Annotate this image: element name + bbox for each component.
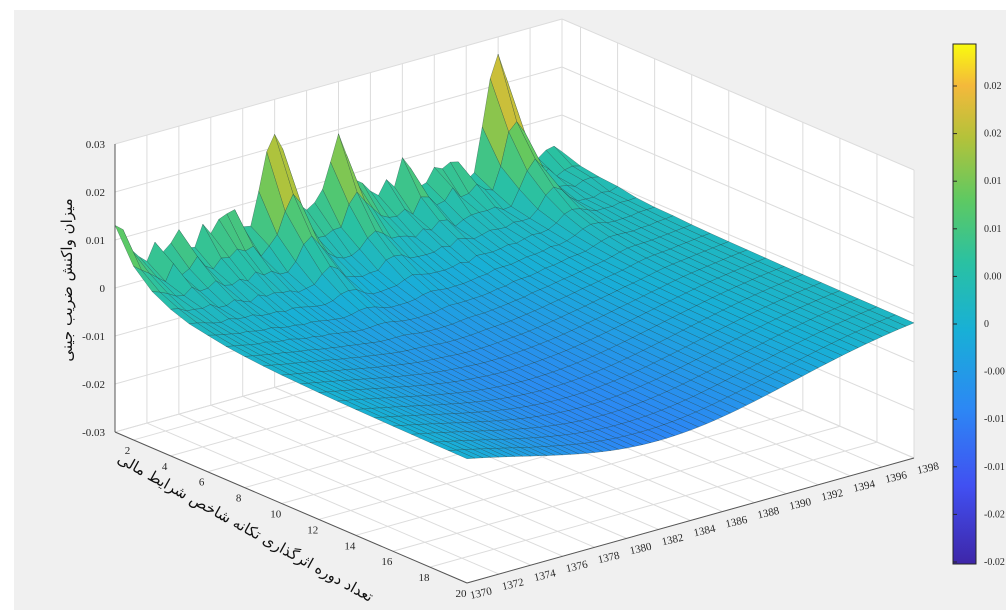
period-tick-label: 16	[381, 556, 393, 568]
surface-patch	[448, 449, 476, 459]
year-tick-label: 1382	[661, 532, 685, 549]
colorbar-tick-label: 0.02	[984, 81, 1002, 92]
gridline	[429, 441, 878, 568]
year-tick-label: 1396	[884, 469, 909, 486]
period-tick-label: 14	[344, 540, 356, 552]
colorbar-tick-label: -0.01	[984, 462, 1005, 473]
gridline	[274, 386, 627, 539]
year-tick-label: 1390	[788, 496, 813, 513]
period-tick-label: 12	[307, 524, 318, 536]
colorbar-gradient	[952, 43, 977, 565]
colorbar-tick-label: 0.01	[984, 224, 1002, 235]
colorbar-tick-label: 0.02	[984, 129, 1002, 140]
year-tick-label: 1374	[533, 567, 558, 584]
year-tick-label: 1386	[724, 514, 749, 531]
year-tick-label: 1378	[597, 549, 622, 566]
gridline	[392, 425, 841, 552]
gridline	[561, 114, 915, 267]
period-tick-label: 8	[236, 493, 242, 505]
year-tick-label: 1388	[756, 505, 781, 522]
colorbar-tick-label: -0.00	[984, 367, 1005, 378]
gridline	[561, 66, 915, 219]
year-tick-label: 1384	[692, 523, 717, 540]
period-tick-label: 2	[125, 445, 131, 457]
colorbar: 0.02 0.02 0.01 0.01 0.00 0 -0.00 -0.01 -0.01 -0.0…	[952, 43, 1005, 568]
colorbar-tick-label: -0.01	[984, 414, 1005, 425]
gridline	[242, 395, 595, 548]
gridline	[178, 413, 532, 566]
gridline	[561, 18, 915, 171]
colorbar-tick-label: 0	[984, 319, 989, 330]
surface	[114, 53, 915, 459]
z-tick-label: 0.02	[86, 187, 105, 199]
period-tick-label: 6	[199, 477, 205, 489]
colorbar-tick-label: -0.02	[984, 557, 1005, 568]
period-tick-label: 4	[162, 461, 168, 473]
z-tick-label: -0.03	[82, 427, 105, 439]
z-tick-label: -0.02	[82, 379, 105, 391]
year-tick-label: 1394	[852, 478, 877, 495]
period-tick-label: 20	[456, 588, 468, 600]
period-tick-label: 10	[270, 509, 282, 521]
period-axis-line	[114, 431, 468, 584]
z-axis-label: میزان واکنش ضریب جینی	[58, 198, 76, 361]
year-tick-label: 1398	[916, 460, 941, 477]
gridline	[146, 422, 500, 575]
year-tick-label: 1376	[565, 558, 590, 575]
colorbar-tick-label: 0.01	[984, 176, 1002, 187]
year-tick-label: 1392	[820, 487, 844, 504]
z-tick-label: 0	[100, 283, 106, 295]
year-tick-label: 1372	[501, 576, 525, 593]
z-tick-label: 0.03	[86, 139, 106, 151]
year-axis-line	[466, 457, 915, 584]
colorbar-tick-label: 0.00	[984, 271, 1002, 282]
gridline	[210, 404, 563, 557]
year-tick-label: 1380	[629, 541, 654, 558]
period-tick-label: 18	[418, 572, 430, 584]
ticks: 0.03 0.02 0.01 0 -0.01 -0.02 -0.03 2 4 6 8 10 12 14 16…	[82, 139, 941, 602]
colorbar-tick-label: -0.02	[984, 509, 1005, 520]
z-tick-label: -0.01	[82, 331, 105, 343]
year-tick-label: 1370	[469, 585, 494, 602]
gridline	[355, 409, 803, 536]
z-tick-label: 0.01	[86, 235, 105, 247]
